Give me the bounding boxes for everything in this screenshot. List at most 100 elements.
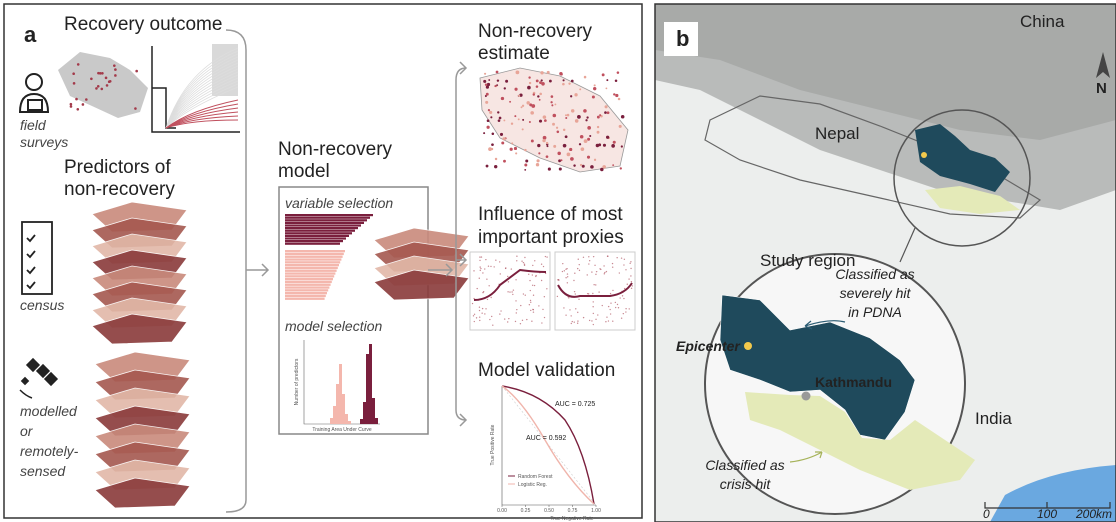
- subheading: variable selection: [285, 195, 393, 211]
- estimate-dot: [563, 144, 567, 148]
- proxy-dot: [507, 321, 508, 322]
- proxy-dot: [628, 278, 629, 279]
- estimate-dot: [491, 143, 494, 146]
- proxy-dot: [610, 293, 611, 294]
- estimate-dot: [621, 145, 623, 147]
- estimate-dot: [522, 128, 524, 130]
- layer-stack: [95, 352, 190, 508]
- estimate-dot: [518, 95, 520, 97]
- proxy-dot: [508, 318, 509, 319]
- estimate-dot: [603, 144, 606, 147]
- proxy-dot: [627, 284, 628, 285]
- map-dot: [105, 77, 108, 80]
- proxy-dot: [632, 285, 633, 286]
- estimate-dot: [618, 98, 621, 101]
- proxy-dot: [577, 268, 578, 269]
- icon-caption: surveys: [20, 134, 68, 150]
- hist-bar: [333, 406, 336, 424]
- proxy-dot: [516, 260, 517, 261]
- proxy-dot: [534, 285, 535, 286]
- panel-b: [655, 4, 1116, 522]
- estimate-dot: [613, 141, 616, 144]
- estimate-dot: [560, 159, 562, 161]
- estimate-dot: [494, 165, 497, 168]
- estimate-dot: [565, 117, 567, 119]
- estimate-dot: [527, 86, 531, 90]
- proxy-dot: [606, 271, 607, 272]
- estimate-dot: [516, 70, 520, 74]
- legend-label: Random Forest: [518, 474, 553, 480]
- selection-bar: [285, 286, 329, 288]
- estimate-dot: [586, 116, 588, 118]
- estimate-dot: [563, 79, 565, 81]
- proxy-dot: [609, 309, 610, 310]
- proxy-dot: [572, 321, 573, 322]
- proxy-dot: [499, 261, 500, 262]
- proxy-dot: [473, 315, 474, 316]
- estimate-dot: [553, 145, 556, 148]
- panel-label: a: [24, 22, 37, 47]
- proxy-dot: [615, 307, 616, 308]
- proxy-dot: [624, 259, 625, 260]
- selection-bar: [285, 243, 340, 245]
- hist-bar: [375, 418, 378, 424]
- proxy-dot: [515, 300, 516, 301]
- proxy-dot: [546, 256, 547, 257]
- estimate-dot: [543, 136, 547, 140]
- figure: a Recovery outcome field surveys Predict…: [0, 0, 1116, 522]
- estimate-dot: [494, 85, 496, 87]
- estimate-dot: [510, 148, 513, 151]
- map-dot: [100, 88, 103, 91]
- proxy-dot: [535, 275, 536, 276]
- proxy-dot: [479, 278, 480, 279]
- proxy-dot: [533, 295, 534, 296]
- proxy-dot: [610, 302, 611, 303]
- estimate-dot: [497, 79, 499, 81]
- proxy-dot: [491, 316, 492, 317]
- country-label: China: [1020, 12, 1065, 31]
- selection-bar: [285, 289, 328, 291]
- proxy-dot: [476, 288, 477, 289]
- estimate-dot: [584, 139, 588, 143]
- estimate-dot: [587, 138, 590, 141]
- estimate-dot: [552, 123, 555, 126]
- map-dot: [95, 87, 98, 90]
- estimate-dot: [539, 120, 542, 123]
- estimate-dot: [547, 71, 550, 74]
- proxy-dot: [587, 274, 588, 275]
- proxy-dot: [490, 297, 491, 298]
- proxy-dot: [480, 270, 481, 271]
- map-dot: [97, 85, 100, 88]
- estimate-dot: [544, 119, 547, 122]
- proxy-dot: [569, 309, 570, 310]
- estimate-dot: [499, 117, 502, 120]
- proxy-dot: [588, 263, 589, 264]
- proxy-dot: [615, 302, 616, 303]
- proxy-dot: [524, 265, 525, 266]
- estimate-dot: [511, 142, 513, 144]
- proxy-dot: [532, 285, 533, 286]
- estimate-dot: [539, 99, 541, 101]
- proxy-dot: [504, 318, 505, 319]
- proxy-dot: [630, 268, 631, 269]
- proxy-dot: [524, 257, 525, 258]
- estimate-dot: [557, 152, 560, 155]
- estimate-dot: [604, 111, 607, 114]
- heading: estimate: [478, 43, 550, 64]
- proxy-dot: [480, 268, 481, 269]
- estimate-dot: [518, 118, 520, 120]
- auc-label: AUC = 0.725: [555, 401, 595, 408]
- proxy-dot: [479, 266, 480, 267]
- estimate-dot: [536, 85, 539, 88]
- icon-caption: remotely-: [20, 443, 79, 459]
- estimate-dot: [565, 135, 568, 138]
- proxy-dot: [523, 262, 524, 263]
- estimate-dot: [594, 159, 596, 161]
- estimate-dot: [522, 105, 524, 107]
- proxy-dot: [621, 257, 622, 258]
- proxy-dot: [567, 276, 568, 277]
- hist-bar: [348, 421, 351, 424]
- proxy-dot: [564, 270, 565, 271]
- estimate-dot: [531, 140, 534, 143]
- proxy-dot: [575, 293, 576, 294]
